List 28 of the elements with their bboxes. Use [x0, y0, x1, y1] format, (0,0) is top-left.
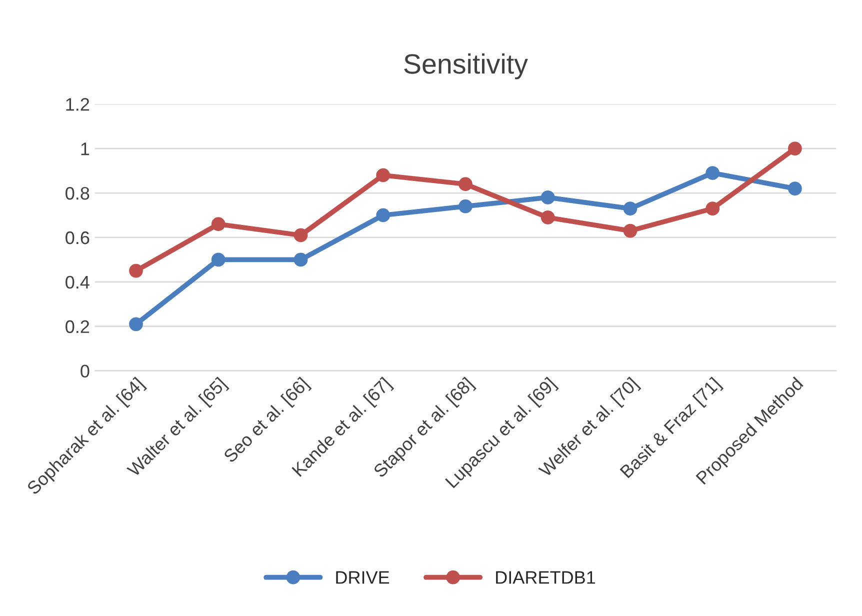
y-tick-label: 1.2 [66, 98, 90, 111]
y-tick-label: 1 [81, 142, 90, 156]
point [540, 190, 555, 204]
point [788, 142, 802, 156]
point [129, 317, 143, 332]
point [458, 199, 472, 214]
legend-label: DRIVE [336, 571, 390, 584]
y-tick-label: 0.4 [66, 276, 90, 289]
y-tick-label: 0 [80, 364, 90, 378]
point [376, 208, 390, 222]
point [623, 224, 638, 238]
point [788, 182, 802, 196]
point [706, 202, 720, 216]
point [129, 264, 143, 278]
y-tick-label: 0.6 [66, 231, 90, 244]
point [706, 166, 720, 180]
point [458, 177, 472, 192]
point [294, 252, 308, 267]
point [540, 210, 555, 224]
point [211, 252, 226, 267]
point [376, 168, 390, 182]
legend-label: DIARETDB1 [496, 571, 596, 584]
chart-title: Sensitivity [404, 53, 528, 80]
y-tick-label: 0.2 [66, 320, 90, 334]
point [294, 228, 308, 242]
y-tick-label: 0.8 [66, 186, 90, 200]
point [211, 217, 226, 232]
point [623, 202, 638, 216]
